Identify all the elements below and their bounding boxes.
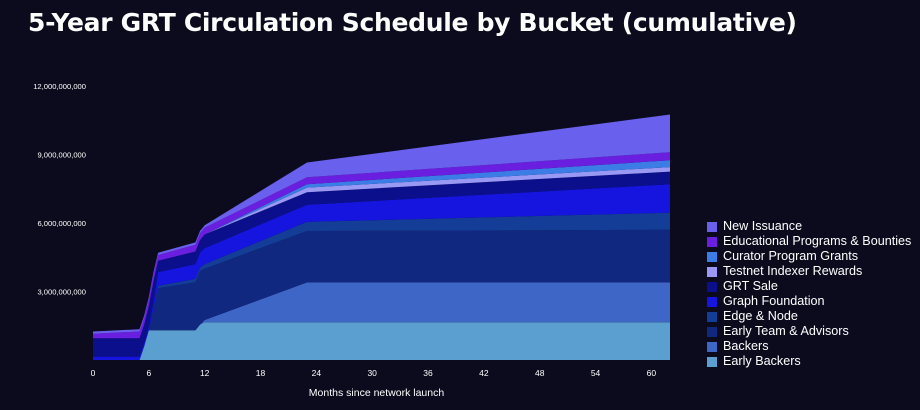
area-edge-node: [93, 212, 670, 360]
legend-label: GRT Sale: [723, 279, 778, 293]
legend-label: Early Team & Advisors: [723, 324, 849, 338]
legend-swatch: [707, 311, 717, 322]
y-tick-label: 3,000,000,000: [37, 288, 86, 297]
legend-item: Testnet Indexer Rewards: [707, 264, 911, 279]
legend-item: Graph Foundation: [707, 294, 911, 309]
legend-label: Curator Program Grants: [723, 249, 859, 263]
legend-label: New Issuance: [723, 219, 803, 233]
legend-label: Backers: [723, 339, 769, 353]
y-tick-label: 6,000,000,000: [37, 219, 86, 228]
legend-label: Graph Foundation: [723, 294, 825, 308]
x-axis-ticks: 0 6 12 18 24 30 36 42 48 54 60: [91, 368, 657, 378]
legend-swatch: [707, 356, 717, 367]
legend-swatch: [707, 251, 717, 262]
x-tick-label: 42: [479, 368, 489, 378]
x-axis-label: Months since network launch: [309, 387, 445, 399]
area-new-issuance: [93, 114, 670, 334]
x-tick-label: 0: [91, 368, 96, 378]
legend-item: GRT Sale: [707, 279, 911, 294]
y-tick-label: 12,000,000,000: [33, 82, 86, 91]
x-tick-label: 30: [367, 368, 377, 378]
x-tick-label: 48: [535, 368, 545, 378]
legend-item: Backers: [707, 339, 911, 354]
area-early-team-advisors: [93, 229, 670, 360]
legend-swatch: [707, 221, 717, 232]
legend-item: Early Team & Advisors: [707, 324, 911, 339]
y-tick-label: 9,000,000,000: [37, 151, 86, 160]
chart-title: 5-Year GRT Circulation Schedule by Bucke…: [28, 8, 797, 37]
x-tick-label: 12: [200, 368, 210, 378]
legend-label: Testnet Indexer Rewards: [723, 264, 863, 278]
x-tick-label: 36: [423, 368, 433, 378]
legend-item: Edge & Node: [707, 309, 911, 324]
x-tick-label: 24: [312, 368, 322, 378]
legend-item: Curator Program Grants: [707, 249, 911, 264]
x-tick-label: 6: [146, 368, 151, 378]
legend-swatch: [707, 266, 717, 277]
legend-label: Educational Programs & Bounties: [723, 234, 912, 248]
y-axis-ticks: 3,000,000,000 6,000,000,000 9,000,000,000 1…: [33, 82, 86, 297]
area-graph-foundation: [93, 184, 670, 360]
area-early-backers: [93, 322, 670, 360]
legend-swatch: [707, 236, 717, 247]
area-series-group: [93, 114, 670, 360]
legend-swatch: [707, 326, 717, 337]
x-tick-label: 54: [591, 368, 601, 378]
x-tick-label: 18: [256, 368, 266, 378]
chart-legend: New Issuance Educational Programs & Bount…: [707, 219, 911, 369]
legend-item: New Issuance: [707, 219, 911, 234]
legend-item: Early Backers: [707, 354, 911, 369]
x-tick-label: 60: [647, 368, 657, 378]
legend-item: Educational Programs & Bounties: [707, 234, 911, 249]
legend-label: Edge & Node: [723, 309, 798, 323]
area-backers: [93, 282, 670, 360]
legend-swatch: [707, 296, 717, 307]
legend-swatch: [707, 281, 717, 292]
legend-swatch: [707, 341, 717, 352]
legend-label: Early Backers: [723, 354, 801, 368]
